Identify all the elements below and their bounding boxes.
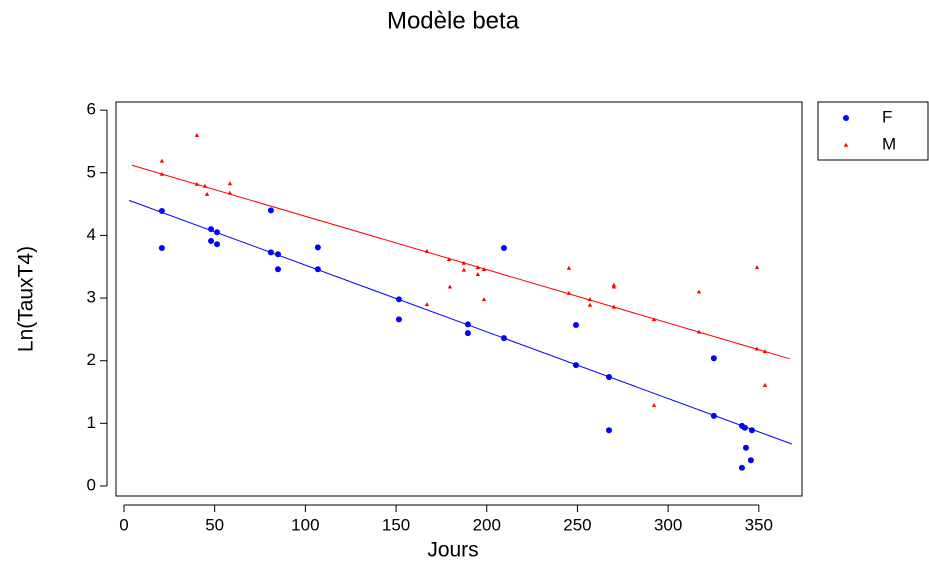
- point: [446, 257, 452, 261]
- x-tick-label: 0: [119, 515, 128, 534]
- point: [572, 321, 579, 328]
- point: [611, 284, 617, 289]
- point: [481, 297, 487, 302]
- point: [566, 265, 572, 270]
- point: [475, 265, 481, 270]
- point: [742, 444, 749, 451]
- point: [754, 265, 760, 270]
- point: [424, 248, 430, 253]
- point: [204, 191, 210, 196]
- fit-line: [128, 199, 793, 445]
- point: [500, 244, 507, 251]
- point: [202, 183, 208, 188]
- point: [395, 316, 402, 323]
- point: [395, 296, 402, 303]
- point: [274, 266, 281, 273]
- point: [754, 346, 760, 351]
- x-tick-label: 100: [291, 515, 319, 534]
- point: [447, 284, 453, 289]
- point: [696, 329, 702, 334]
- x-tick-label: 150: [382, 515, 410, 534]
- legend-label: F: [882, 107, 892, 126]
- point: [748, 427, 755, 434]
- point: [710, 355, 717, 362]
- x-tick-label: 250: [563, 515, 591, 534]
- point: [606, 373, 613, 380]
- point: [481, 267, 487, 272]
- point: [651, 402, 657, 407]
- point: [267, 249, 274, 256]
- point: [208, 226, 215, 233]
- point: [566, 290, 572, 295]
- point: [606, 427, 613, 434]
- legend-label: M: [882, 134, 896, 153]
- point: [214, 241, 221, 248]
- point: [274, 251, 281, 258]
- point: [267, 207, 274, 214]
- point: [461, 267, 467, 272]
- legend-marker: [843, 115, 849, 121]
- point: [227, 190, 233, 195]
- y-tick-label: 1: [87, 413, 96, 432]
- point: [461, 260, 467, 265]
- point: [741, 424, 748, 431]
- x-tick-label: 300: [654, 515, 682, 534]
- y-axis-label: Ln(TauxT4): [15, 246, 38, 352]
- point: [475, 272, 481, 277]
- point: [587, 297, 593, 302]
- y-tick-label: 0: [87, 475, 96, 494]
- point: [572, 362, 579, 369]
- y-tick-label: 4: [87, 225, 96, 244]
- x-tick-label: 200: [473, 515, 501, 534]
- point: [227, 181, 233, 186]
- point: [159, 171, 165, 176]
- point: [762, 349, 768, 354]
- y-tick-label: 3: [87, 288, 96, 307]
- fit-line: [131, 164, 790, 360]
- legend-box: [817, 101, 929, 161]
- point: [738, 464, 745, 471]
- point: [158, 207, 165, 214]
- point: [159, 158, 165, 163]
- plot-frame: [115, 101, 803, 497]
- x-tick-label: 50: [205, 515, 224, 534]
- point: [194, 181, 200, 186]
- point: [208, 238, 215, 245]
- point: [158, 244, 165, 251]
- point: [762, 382, 768, 387]
- point: [587, 302, 593, 307]
- x-tick-label: 350: [745, 515, 773, 534]
- point: [696, 289, 702, 294]
- point: [464, 330, 471, 337]
- point: [611, 304, 617, 309]
- point: [747, 457, 754, 464]
- point: [314, 266, 321, 273]
- y-tick-label: 5: [87, 162, 96, 181]
- point: [500, 335, 507, 342]
- y-tick-label: 6: [87, 100, 96, 119]
- point: [194, 132, 200, 137]
- point: [710, 412, 717, 419]
- point: [651, 317, 657, 322]
- y-tick-label: 2: [87, 350, 96, 369]
- point: [464, 321, 471, 328]
- point: [314, 244, 321, 251]
- point: [424, 302, 430, 307]
- legend-marker: [843, 142, 849, 147]
- x-axis-label: Jours: [427, 539, 478, 562]
- point: [214, 229, 221, 236]
- chart-title: Modèle beta: [387, 7, 520, 34]
